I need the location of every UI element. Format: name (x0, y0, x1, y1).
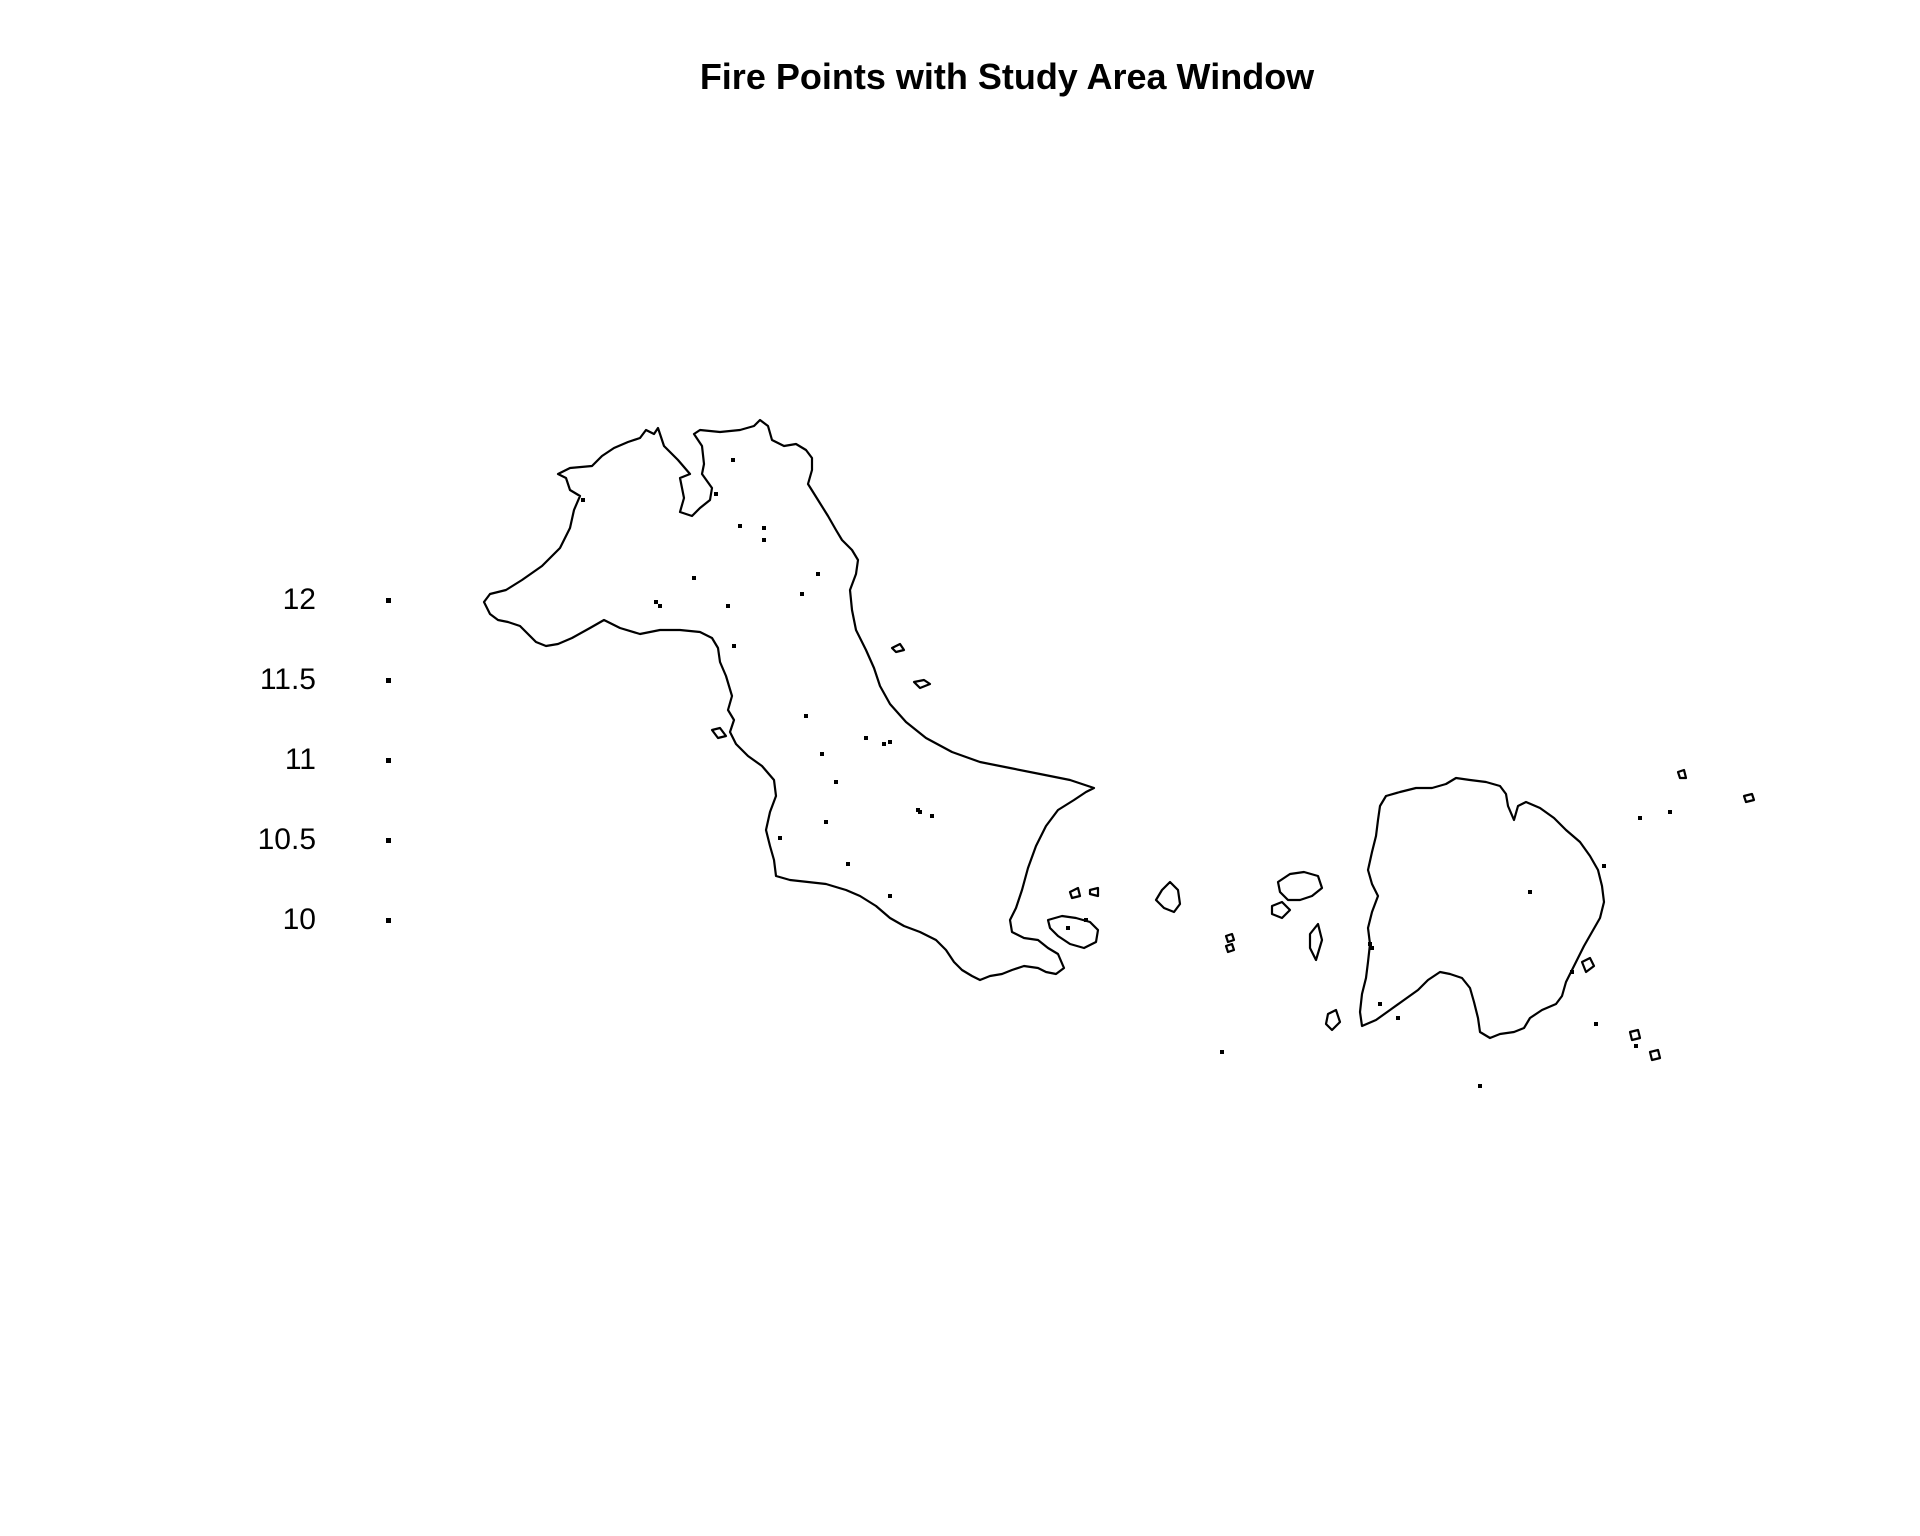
fire-point (804, 714, 808, 718)
islet-outline (1224, 942, 1236, 954)
fire-point (816, 572, 820, 576)
fire-point (1634, 1044, 1638, 1048)
legend-mark (386, 678, 391, 683)
legend-label: 10.5 (257, 823, 316, 856)
fire-point (738, 524, 742, 528)
fire-point (762, 526, 766, 530)
fire-point (726, 604, 730, 608)
fire-point (882, 742, 886, 746)
fire-point (1378, 1002, 1382, 1006)
fire-point (1066, 926, 1070, 930)
west-island-outline (482, 418, 1096, 982)
islet-outline (1648, 1048, 1662, 1062)
fire-point (930, 814, 934, 818)
fire-point (1478, 1084, 1482, 1088)
fire-point (1220, 1050, 1224, 1054)
islet-outline (1154, 880, 1182, 914)
islet-outline (1270, 900, 1292, 920)
islet-outline (1580, 956, 1596, 974)
fire-point (1602, 864, 1606, 868)
fire-point (800, 592, 804, 596)
islet-outline (1088, 886, 1100, 898)
fire-point (1084, 918, 1088, 922)
islet-outline (890, 642, 906, 654)
fire-point (1638, 816, 1642, 820)
fire-point (824, 820, 828, 824)
fire-point (1368, 942, 1372, 946)
fire-point (820, 752, 824, 756)
plot-title: Fire Points with Study Area Window (699, 56, 1315, 97)
fire-point (1370, 946, 1374, 950)
fire-point (888, 740, 892, 744)
fire-point (654, 600, 658, 604)
fire-point (1570, 970, 1574, 974)
islet-outline (1308, 922, 1324, 962)
fire-point (846, 862, 850, 866)
islet-outline (1276, 870, 1324, 902)
fire-point (888, 894, 892, 898)
fire-point (714, 492, 718, 496)
fire-point (1668, 810, 1672, 814)
fire-point (778, 836, 782, 840)
legend-mark (386, 758, 391, 763)
fire-point (658, 604, 662, 608)
legend-label: 10 (282, 903, 316, 936)
fire-point (762, 538, 766, 542)
fire-point (581, 498, 585, 502)
fire-points (581, 458, 1672, 1088)
islet-outline (1742, 792, 1756, 804)
fire-point (1528, 890, 1532, 894)
fire-point (1396, 1016, 1400, 1020)
fire-point (1594, 1022, 1598, 1026)
fire-point (834, 780, 838, 784)
islet-outline (1676, 768, 1688, 780)
study-area-window (482, 418, 1756, 1062)
fire-point (732, 644, 736, 648)
islet-outline (1046, 914, 1100, 950)
fire-point (864, 736, 868, 740)
islet-outline (710, 726, 728, 740)
islet-outline (1628, 1028, 1642, 1042)
legend-label: 12 (282, 583, 316, 616)
legend-mark (386, 838, 391, 843)
islet-outline (1224, 932, 1236, 944)
islet-outline (1068, 886, 1082, 900)
east-island-outline (1358, 776, 1606, 1040)
fire-point (731, 458, 735, 462)
legend-mark (386, 918, 391, 923)
islet-outline (912, 678, 932, 690)
islet-outline (1324, 1008, 1342, 1032)
fire-point (918, 810, 922, 814)
fire-point (692, 576, 696, 580)
legend-mark (386, 598, 391, 603)
legend-label: 11 (284, 743, 316, 776)
legend-label: 11.5 (259, 663, 316, 696)
